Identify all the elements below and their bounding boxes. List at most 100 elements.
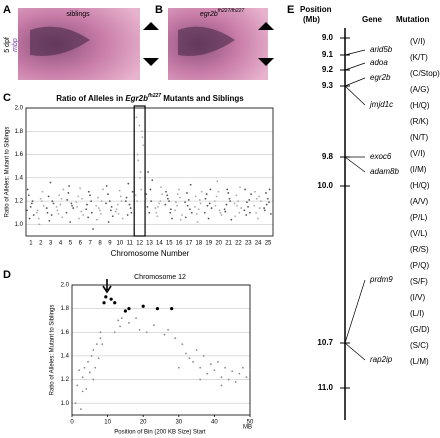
highlight-box: [133, 105, 146, 237]
mutation: (A/G): [410, 85, 429, 94]
point: [157, 206, 159, 208]
point: [237, 200, 240, 202]
title-part: fh227: [148, 93, 161, 99]
point: [116, 203, 119, 206]
point: [95, 218, 98, 221]
point: [68, 185, 70, 187]
mutation: (R/K): [410, 117, 429, 126]
point: [81, 197, 83, 200]
point: [144, 197, 147, 200]
mutation: (I/V): [410, 293, 425, 302]
point: [127, 307, 131, 311]
position-label: 11.0: [318, 383, 334, 392]
gene-connector: [344, 62, 366, 71]
point: [189, 183, 192, 186]
point: [166, 194, 169, 197]
x-tick-label: 17: [186, 241, 193, 247]
position-label: 9.1: [322, 50, 334, 59]
panel-letter: E: [287, 4, 294, 16]
point: [59, 203, 62, 206]
point: [238, 211, 241, 214]
point: [87, 190, 90, 193]
point: [243, 209, 246, 212]
point: [219, 211, 222, 214]
point: [52, 202, 55, 205]
point: [249, 369, 251, 371]
position-label: 9.3: [322, 81, 334, 90]
point: [145, 331, 148, 334]
point: [158, 202, 161, 205]
point: [56, 209, 59, 212]
point: [234, 381, 237, 383]
point: [111, 215, 114, 218]
point: [245, 376, 248, 379]
title-part: Ratio of Alleles in: [56, 94, 125, 103]
point: [140, 188, 143, 191]
point: [37, 217, 40, 220]
panel-letter: C: [3, 92, 11, 104]
point: [69, 221, 72, 223]
column-header: (Mb): [303, 15, 320, 24]
point: [110, 206, 113, 208]
gene-name: rap2ip: [370, 355, 393, 364]
point: [115, 210, 117, 213]
point: [227, 192, 230, 194]
plot-frame: [71, 284, 251, 416]
point: [235, 194, 238, 197]
point: [39, 197, 42, 200]
mutation: (S/F): [410, 277, 428, 286]
point: [156, 215, 159, 218]
point: [258, 195, 261, 198]
x-tick-label: 15: [166, 241, 173, 247]
gene-connector: [344, 49, 366, 56]
x-axis-label: Chromosome Number: [111, 249, 190, 258]
position-label: 9.8: [322, 152, 334, 161]
point: [79, 187, 82, 190]
point: [174, 209, 177, 212]
point: [164, 203, 167, 206]
point: [166, 197, 169, 200]
point: [58, 194, 61, 197]
point: [67, 192, 70, 194]
point: [72, 207, 75, 209]
point: [36, 209, 39, 212]
point: [60, 197, 63, 200]
point: [155, 211, 158, 214]
arrowhead: [258, 22, 274, 30]
point: [32, 214, 35, 216]
column-header: Gene: [362, 15, 383, 24]
x-tick-label: 9: [108, 241, 112, 247]
point: [151, 179, 154, 182]
point: [47, 195, 50, 198]
point: [100, 212, 102, 215]
point: [29, 206, 32, 208]
point: [227, 378, 230, 381]
point: [245, 214, 248, 216]
x-tick-label: 0: [70, 420, 74, 426]
point: [136, 200, 138, 202]
point: [110, 209, 112, 212]
point: [177, 366, 180, 369]
gene-name: egr2b: [200, 11, 218, 18]
point: [266, 197, 269, 200]
point: [194, 195, 197, 198]
point: [65, 211, 68, 214]
column-header: Position: [300, 5, 332, 14]
point: [141, 136, 144, 138]
gene-connector: [344, 279, 366, 344]
point: [249, 211, 251, 214]
point: [209, 363, 212, 366]
point: [139, 171, 142, 173]
panel-letter: A: [3, 4, 11, 16]
x-tick-label: 20: [215, 241, 222, 247]
point: [95, 204, 98, 207]
point: [128, 203, 131, 206]
point: [49, 181, 52, 184]
y-tick-label: 1.4: [61, 353, 70, 359]
point: [230, 218, 233, 221]
point: [208, 202, 211, 205]
point: [224, 366, 226, 369]
point: [107, 221, 110, 223]
point: [76, 206, 78, 208]
